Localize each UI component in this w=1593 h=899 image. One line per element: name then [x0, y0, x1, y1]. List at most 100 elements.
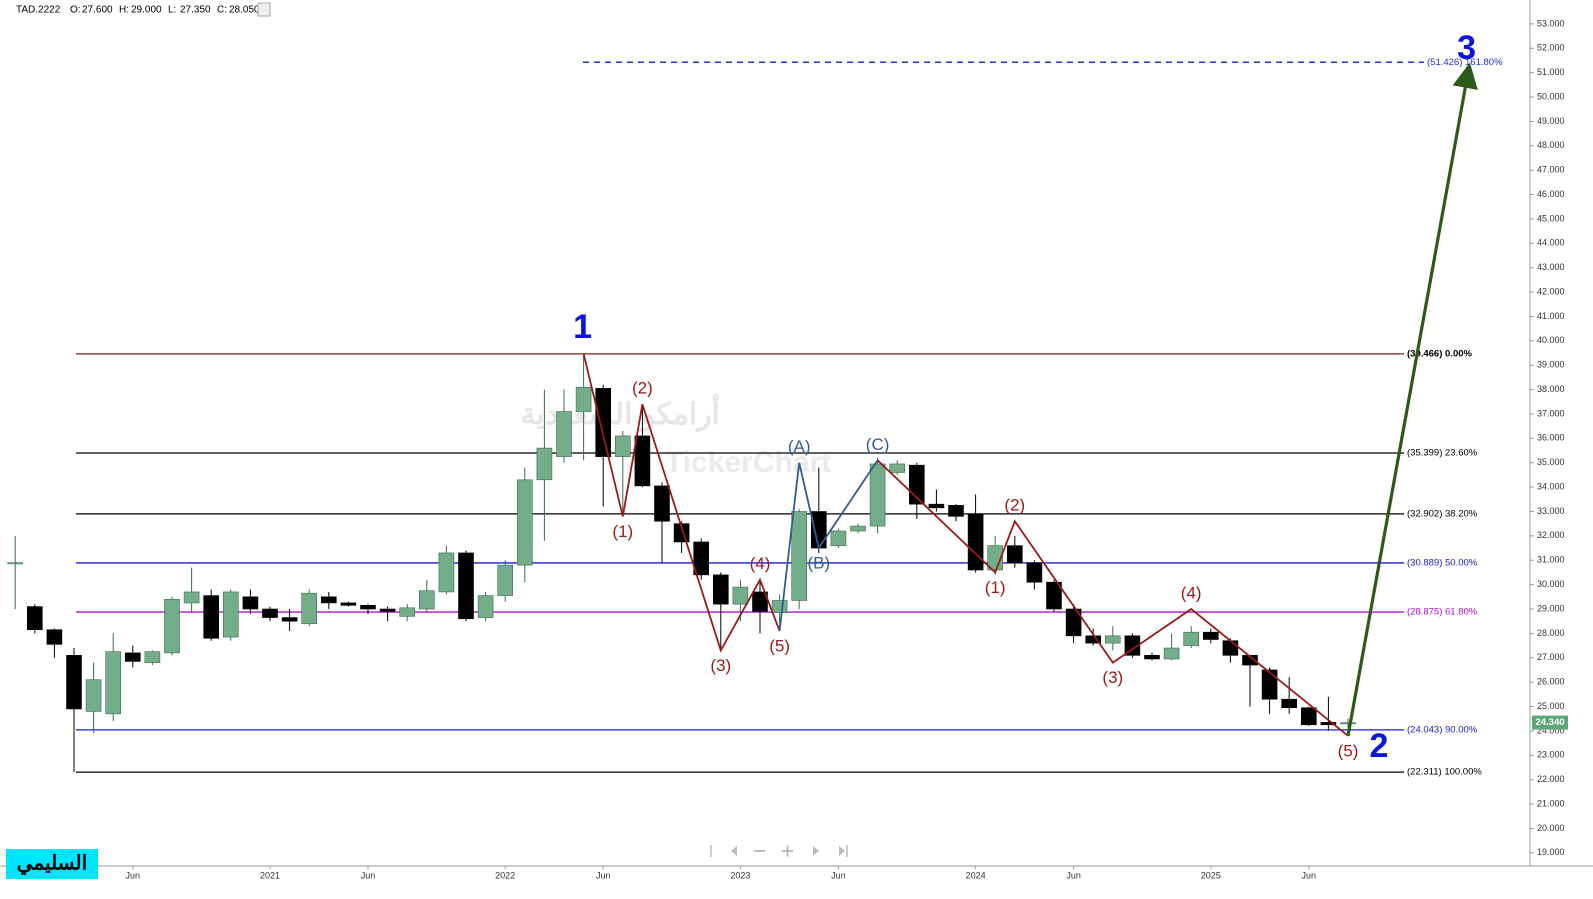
y-tick-label: 27.000 — [1537, 652, 1565, 662]
y-tick-label: 41.000 — [1537, 311, 1565, 321]
candle-body — [1183, 631, 1199, 646]
candle-body — [1026, 562, 1043, 583]
fib-label: (35.399) 23.60% — [1407, 448, 1478, 459]
candle-body — [575, 386, 592, 412]
candle-body — [360, 605, 376, 610]
wave-line — [582, 353, 781, 653]
fib-label: (28.875) 61.80% — [1407, 607, 1478, 618]
wave-label: (C) — [866, 435, 890, 454]
y-tick-label: 33.000 — [1537, 506, 1565, 516]
wave-label: (2) — [632, 379, 653, 398]
y-tick-label: 24.000 — [1537, 725, 1565, 735]
candle-body — [497, 564, 514, 596]
y-tick-label: 22.000 — [1537, 774, 1565, 784]
wave-arrow — [1346, 62, 1478, 737]
wave-label: (2) — [1004, 496, 1025, 515]
candle-body — [418, 590, 435, 610]
fib-label: (24.043) 90.00% — [1407, 724, 1478, 735]
candle-body — [1281, 698, 1297, 709]
y-tick-label: 48.000 — [1537, 140, 1565, 150]
field-value: 28.050 — [229, 5, 260, 16]
y-tick-label: 52.000 — [1537, 43, 1565, 53]
header: TAD.2222 O: 27.600 H: 29.000 L: 27.350 C: 28.05… — [16, 5, 260, 16]
candle-body — [712, 574, 729, 605]
wave-label: (3) — [1102, 668, 1123, 687]
candle-body — [1065, 608, 1082, 637]
y-tick-label: 23.000 — [1537, 750, 1565, 760]
x-tick-label: Jun — [361, 870, 376, 880]
candle-body — [242, 596, 259, 610]
candle-body — [1203, 631, 1219, 640]
candle-body — [1222, 640, 1239, 656]
candle-body — [85, 679, 102, 712]
x-tick-label: 2022 — [495, 870, 515, 880]
candle-body — [105, 651, 121, 715]
candle-body — [928, 503, 945, 509]
watermark-name: أرامكو السعودية — [520, 393, 720, 432]
candle-body — [301, 592, 318, 624]
candle-body — [693, 541, 710, 576]
candle-body — [7, 562, 23, 565]
candle-body — [1163, 647, 1180, 660]
y-tick-label: 44.000 — [1537, 238, 1565, 248]
candle-body — [438, 552, 455, 593]
navigation-controls[interactable] — [710, 845, 848, 857]
candle-body — [810, 511, 827, 549]
candle-body — [516, 479, 533, 566]
y-tick-label: 38.000 — [1537, 384, 1565, 394]
y-tick-label: 47.000 — [1537, 165, 1565, 175]
header-button[interactable] — [257, 2, 271, 17]
candle-body — [634, 435, 651, 487]
field-value: 27.350 — [180, 5, 211, 16]
candle-body — [869, 463, 886, 527]
fib-label: (30.889) 50.00% — [1407, 557, 1478, 568]
candle-body — [66, 655, 82, 710]
y-tick-label: 49.000 — [1537, 116, 1565, 126]
y-tick-label: 30.000 — [1537, 579, 1565, 589]
candle-body — [144, 651, 161, 663]
x-tick-label: Jun — [126, 870, 141, 880]
x-tick-label: Jun — [596, 870, 611, 880]
y-tick-label: 32.000 — [1537, 530, 1565, 540]
candle-body — [1340, 722, 1356, 725]
y-tick-label: 28.000 — [1537, 628, 1565, 638]
candle-body — [320, 596, 337, 604]
wave-line — [876, 459, 1349, 737]
field-label: O: — [70, 5, 81, 16]
y-tick-label: 53.000 — [1537, 18, 1565, 28]
wave-label: (4) — [1181, 583, 1202, 602]
fib-label: (22.311) 100.00% — [1407, 767, 1482, 778]
wave-label: (5) — [769, 636, 790, 655]
candle-body — [889, 463, 906, 473]
author: السليمي — [17, 852, 87, 875]
candle-body — [125, 652, 141, 662]
x-tick-label: Jun — [831, 870, 846, 880]
field-value: 29.000 — [131, 5, 162, 16]
wave-label: (A) — [788, 437, 811, 456]
y-tick-label: 39.000 — [1537, 360, 1565, 370]
candle-body — [614, 435, 631, 457]
candle-body — [1320, 722, 1337, 726]
y-tick-label: 29.000 — [1537, 603, 1565, 613]
y-tick-label: 46.000 — [1537, 189, 1565, 199]
y-tick-label: 21.000 — [1537, 798, 1565, 808]
y-tick-label: 43.000 — [1537, 262, 1565, 272]
candle-body — [46, 629, 63, 645]
x-tick-label: 2025 — [1201, 870, 1221, 880]
candle-body — [1242, 655, 1258, 666]
candle-body — [379, 608, 396, 612]
candle-body — [556, 411, 572, 457]
wave-degree-label: 3 — [1457, 29, 1476, 67]
wave-degree-label: 2 — [1370, 727, 1389, 765]
y-tick-label: 37.000 — [1537, 408, 1565, 418]
wave-line — [778, 459, 879, 632]
last-price-label: 24.340 — [1535, 717, 1564, 728]
y-tick-label: 51.000 — [1537, 67, 1565, 77]
candle-body — [967, 513, 984, 571]
candle-body — [281, 617, 298, 622]
candle-body — [791, 511, 808, 601]
candle-body — [771, 600, 788, 613]
x-tick-label: Jun — [1066, 870, 1081, 880]
